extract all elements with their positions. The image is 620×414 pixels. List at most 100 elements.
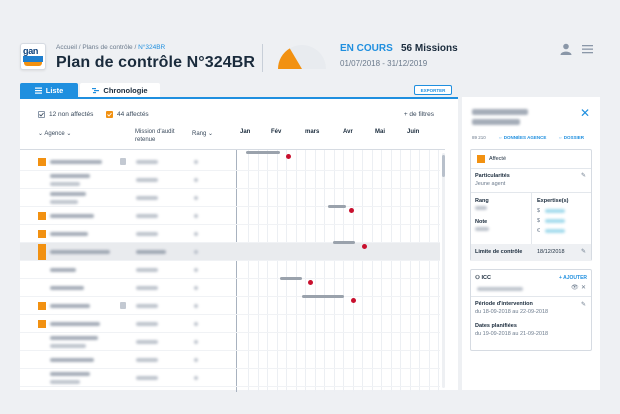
planned-period-bar[interactable] — [246, 151, 280, 154]
intervention-value: du 18-09-2018 au 22-09-2018 — [475, 309, 549, 315]
tab-chronologie[interactable]: Chronologie — [80, 83, 160, 97]
breadcrumb-section[interactable]: Plans de contrôle — [82, 44, 133, 51]
limite-row — [471, 244, 591, 261]
timeline-grid-line — [295, 150, 297, 392]
agency-name — [50, 372, 90, 376]
filter-unassigned-label: 12 non affectés — [49, 111, 94, 118]
timeline-grid-line — [324, 150, 325, 392]
planned-period-bar[interactable] — [328, 205, 346, 208]
more-filters-link[interactable]: + de filtres — [403, 111, 434, 118]
period-dates: 01/07/2018 - 31/12/2019 — [340, 59, 428, 68]
table-row[interactable] — [20, 369, 440, 387]
deadline-marker[interactable] — [286, 154, 291, 159]
table-row[interactable] — [20, 151, 440, 171]
planned-period-bar[interactable] — [302, 295, 344, 298]
icc-label: ⚇ ICC — [475, 275, 491, 281]
sort-icon: ⌄ — [64, 131, 72, 137]
sort-icon: ⌄ — [206, 131, 214, 137]
table-row[interactable] — [20, 241, 440, 261]
table-row[interactable] — [20, 205, 440, 225]
detail-agency-subname — [472, 119, 520, 125]
timeline-grid-line — [267, 150, 268, 392]
table-row[interactable] — [20, 295, 440, 315]
column-header-agence[interactable]: ⌄ Agence ⌄ — [38, 131, 71, 139]
icc-label-text: ICC — [481, 275, 491, 281]
column-header-mission[interactable]: Mission d'audit retenue — [135, 129, 175, 143]
deadline-marker[interactable] — [362, 244, 367, 249]
donnees-agence-link[interactable]: ⇔ DONNÉES AGENCE — [498, 135, 546, 140]
edit-pencil-icon[interactable]: ✎ — [581, 249, 587, 255]
expertises-label: Expertise(s) — [537, 198, 569, 204]
timeline-grid-line — [276, 150, 278, 392]
particularites-value: Jeune agent — [475, 181, 506, 187]
breadcrumb-home[interactable]: Accueil — [56, 44, 77, 51]
tab-liste[interactable]: Liste — [20, 83, 78, 97]
edit-pencil-icon[interactable]: ✎ — [581, 173, 587, 179]
dates-value: du 19-09-2018 au 21-09-2018 — [475, 331, 549, 337]
dossier-link[interactable]: ⇔ DOSSIER — [558, 135, 584, 140]
timeline-panel: 12 non affectés 44 affectés + de filtres… — [20, 97, 458, 392]
deadline-marker[interactable] — [308, 280, 313, 285]
breadcrumb-current: N°324BR — [138, 44, 166, 51]
expertise-bullet: $ — [537, 218, 541, 224]
timeline-grid-line — [381, 150, 382, 392]
user-icon: ⚇ — [475, 275, 482, 281]
detail-info-card: Affecté Particularités Jeune agent ✎ Ran… — [470, 149, 592, 261]
agency-name — [50, 268, 76, 272]
timeline-grid-line — [438, 150, 439, 392]
checkbox-assigned[interactable] — [106, 111, 113, 118]
tab-chronologie-label: Chronologie — [103, 85, 148, 95]
mission-value — [136, 376, 158, 380]
eye-icon[interactable]: 👁 — [571, 285, 579, 291]
export-button[interactable]: EXPORTER — [414, 85, 452, 95]
rang-value — [194, 160, 198, 164]
filter-assigned[interactable]: 44 affectés — [106, 111, 149, 118]
table-row[interactable] — [20, 171, 440, 189]
hamburger-menu-icon[interactable] — [582, 44, 593, 54]
table-row[interactable] — [20, 261, 440, 279]
add-icc-button[interactable]: + AJOUTER — [559, 275, 588, 281]
document-icon[interactable] — [120, 302, 126, 309]
table-row[interactable] — [20, 315, 440, 333]
table-row[interactable] — [20, 333, 440, 351]
rang-value — [194, 268, 198, 272]
month-apr: Avr — [343, 129, 353, 135]
agency-name — [50, 232, 88, 236]
planned-period-bar[interactable] — [280, 277, 302, 280]
rang-value — [194, 304, 198, 308]
column-header-rang[interactable]: Rang ⌄ — [192, 131, 213, 139]
timeline-icon — [92, 87, 100, 93]
table-row[interactable] — [20, 225, 440, 243]
agency-name — [50, 358, 94, 362]
table-row[interactable] — [20, 189, 440, 207]
table-row[interactable] — [20, 351, 440, 369]
status-tag — [38, 158, 46, 166]
status-tag — [38, 320, 46, 328]
deadline-marker[interactable] — [351, 298, 356, 303]
document-icon[interactable] — [120, 158, 126, 165]
detail-panel: ✕ 89 210 ⇔ DONNÉES AGENCE ⇔ DOSSIER Affe… — [462, 97, 600, 390]
filter-unassigned[interactable]: 12 non affectés — [38, 111, 93, 118]
rang-value — [194, 232, 198, 236]
scrollbar-track[interactable] — [442, 153, 445, 388]
edit-pencil-icon[interactable]: ✎ — [581, 302, 587, 308]
month-jun: Juin — [407, 129, 420, 135]
checkbox-unassigned[interactable] — [38, 111, 45, 118]
table-row[interactable] — [20, 277, 440, 297]
user-icon[interactable] — [560, 43, 572, 55]
deadline-marker[interactable] — [349, 208, 354, 213]
filter-assigned-label: 44 affectés — [117, 111, 149, 118]
detail-agency-code: 89 210 — [472, 135, 486, 140]
timeline-grid-line — [409, 150, 411, 392]
remove-icon[interactable]: ✕ — [581, 285, 587, 291]
timeline-grid-line — [343, 150, 344, 392]
scrollbar-thumb[interactable] — [442, 155, 445, 177]
agency-name — [50, 286, 84, 290]
intervention-label: Période d'intervention — [475, 301, 533, 307]
planned-period-bar[interactable] — [333, 241, 355, 244]
sort-icon: ⌄ — [38, 131, 45, 137]
status-label: EN COURS — [340, 43, 393, 54]
close-icon[interactable]: ✕ — [579, 106, 590, 120]
agency-subname — [50, 200, 78, 204]
agency-subname — [50, 182, 80, 186]
